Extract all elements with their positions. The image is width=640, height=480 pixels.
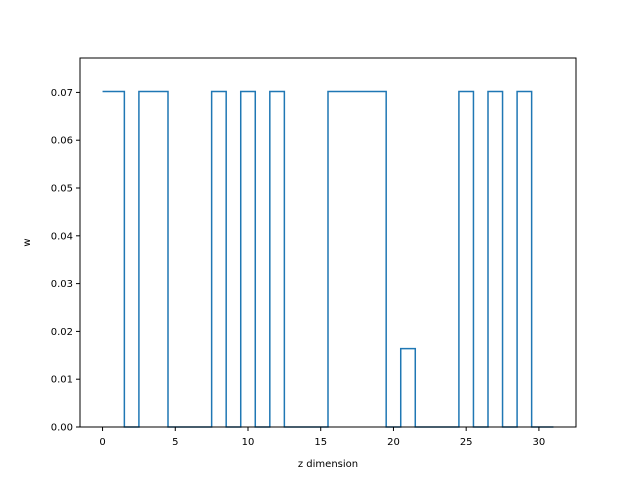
x-tick-label: 20 (387, 437, 400, 448)
axes-frame (79, 57, 577, 428)
y-axis-ticks: 0.00 0.01 0.02 0.03 0.04 0.05 0.06 0.07 (51, 88, 80, 434)
x-tick-label: 5 (172, 437, 178, 448)
y-tick-label: 0.00 (51, 423, 73, 434)
y-tick-label: 0.07 (51, 88, 73, 99)
x-tick-label: 0 (99, 437, 105, 448)
y-tick-label: 0.01 (51, 375, 73, 386)
x-axis-ticks: 0 5 10 15 20 25 30 (99, 427, 545, 448)
x-axis-label: z dimension (298, 459, 358, 470)
x-tick-label: 10 (242, 437, 255, 448)
y-tick-label: 0.05 (51, 184, 73, 195)
x-tick-label: 30 (533, 437, 546, 448)
y-tick-label: 0.04 (51, 231, 73, 242)
y-axis-label: w (22, 238, 33, 246)
x-tick-label: 15 (314, 437, 327, 448)
y-tick-label: 0.03 (51, 279, 73, 290)
x-tick-label: 25 (460, 437, 473, 448)
y-tick-label: 0.02 (51, 327, 73, 338)
y-tick-label: 0.06 (51, 136, 73, 147)
